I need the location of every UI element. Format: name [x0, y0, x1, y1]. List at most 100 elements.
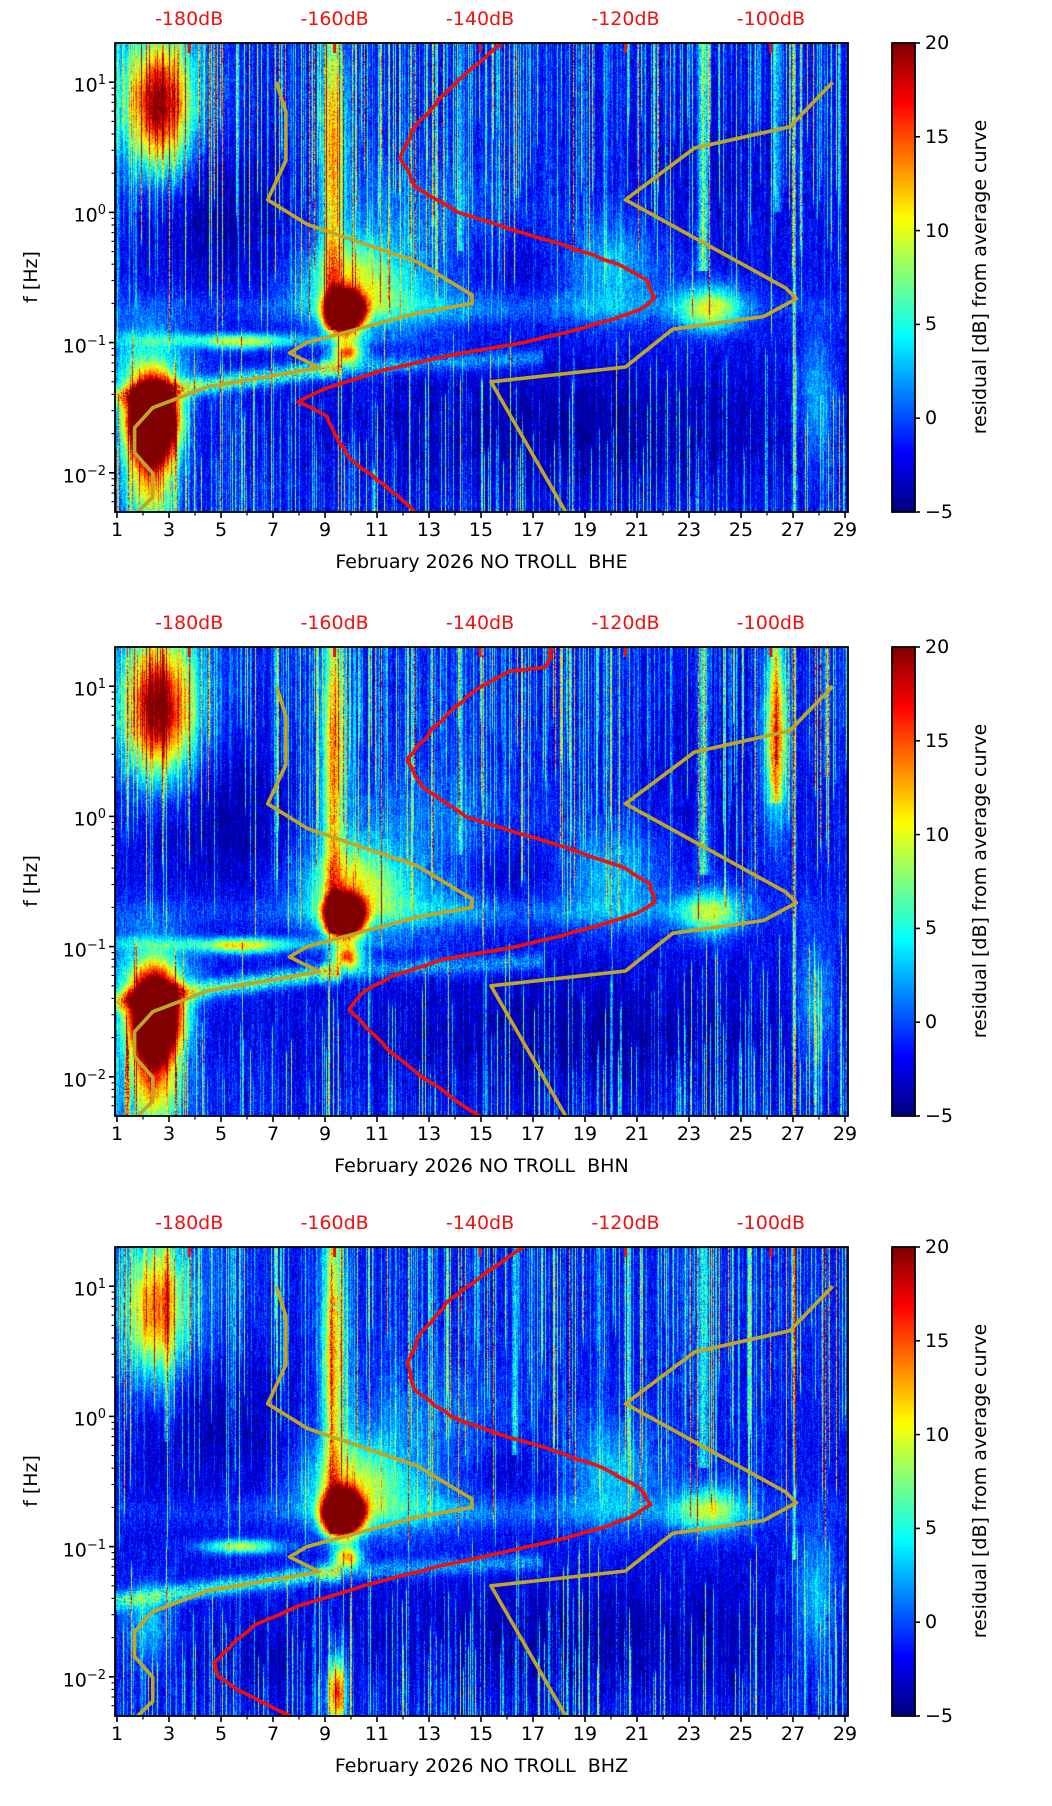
y-tick-label: 10−1	[62, 1537, 106, 1561]
x-tick-label: 29	[832, 1123, 858, 1145]
panel-title: February 2026 NO TROLL BHZ	[334, 1755, 629, 1777]
x-tick-label: 23	[676, 519, 702, 541]
top-db-label: -160dB	[300, 1212, 369, 1234]
colorbar-tick-label: −5	[925, 1705, 954, 1727]
x-tick-label: 7	[266, 1723, 280, 1745]
x-tick-label: 9	[318, 1123, 332, 1145]
x-tick-label: 19	[572, 1123, 598, 1145]
x-tick-label: 13	[416, 519, 442, 541]
top-db-label: -120dB	[591, 1212, 660, 1234]
y-tick-label: 100	[73, 807, 106, 831]
x-tick-label: 9	[318, 1723, 332, 1745]
y-tick-label: 10−1	[62, 333, 106, 357]
x-tick-label: 7	[266, 519, 280, 541]
x-tick-label: 17	[520, 1123, 546, 1145]
top-db-label: -180dB	[155, 8, 224, 30]
colorbar-label: residual [dB] from average curve	[969, 723, 991, 1039]
colorbar-tick-label: 10	[925, 1423, 950, 1446]
x-tick-label: 5	[214, 1723, 228, 1745]
colorbar-label: residual [dB] from average curve	[969, 119, 991, 435]
x-tick-label: 5	[214, 1123, 228, 1145]
x-tick-label: 17	[520, 519, 546, 541]
spectrogram-heatmap	[115, 43, 848, 512]
x-tick-label: 27	[780, 1123, 806, 1145]
top-db-label: -180dB	[155, 1212, 224, 1234]
colorbar-tick-label: 15	[925, 729, 950, 752]
x-tick-label: 1	[110, 1123, 124, 1145]
y-tick-label: 101	[73, 73, 106, 97]
colorbar-gradient	[892, 43, 915, 512]
top-db-label: -180dB	[155, 612, 224, 634]
colorbar-gradient	[892, 1247, 915, 1716]
colorbar-tick-label: 20	[925, 636, 950, 658]
x-tick-label: 23	[676, 1123, 702, 1145]
y-tick-label: 10−2	[62, 1667, 106, 1692]
y-tick-label: 100	[73, 203, 106, 227]
x-tick-label: 29	[832, 519, 858, 541]
y-axis-label: f [Hz]	[20, 855, 42, 907]
x-tick-label: 11	[364, 519, 390, 541]
y-tick-label: 101	[73, 1277, 106, 1301]
top-db-label: -140dB	[445, 612, 515, 634]
x-tick-label: 3	[162, 1723, 176, 1745]
x-tick-label: 19	[572, 519, 598, 541]
x-tick-label: 21	[624, 519, 650, 541]
x-tick-label: 3	[162, 519, 176, 541]
y-axis-label: f [Hz]	[20, 1455, 42, 1507]
top-db-label: -100dB	[736, 612, 806, 634]
y-tick-label: 100	[73, 1407, 106, 1431]
top-db-label: -160dB	[300, 8, 369, 30]
spectrogram-heatmap	[115, 1247, 848, 1716]
colorbar-tick-label: −5	[925, 501, 954, 523]
x-tick-label: 25	[728, 1123, 754, 1145]
colorbar-label: residual [dB] from average curve	[969, 1323, 991, 1639]
x-tick-label: 23	[676, 1723, 702, 1745]
spectrogram-panel-bhz: -180dB -160dB -140dB -120dB -100dB 1 3 5 7 9 11 13 1…	[0, 1204, 1052, 1806]
y-tick-label: 101	[73, 677, 106, 701]
spectrogram-panel-bhn: -180dB -160dB -140dB -120dB -100dB 1 3 5 7 9 11 13 1…	[0, 604, 1052, 1206]
x-tick-label: 25	[728, 1723, 754, 1745]
colorbar-tick-label: 10	[925, 219, 950, 242]
top-db-label: -140dB	[445, 1212, 515, 1234]
top-db-label: -100dB	[736, 8, 806, 30]
x-tick-label: 27	[780, 519, 806, 541]
x-tick-label: 13	[416, 1123, 442, 1145]
top-db-label: -120dB	[591, 8, 660, 30]
x-tick-label: 9	[318, 519, 332, 541]
top-db-label: -120dB	[591, 612, 660, 634]
colorbar-tick-label: 0	[925, 1611, 938, 1634]
y-axis-label: f [Hz]	[20, 251, 42, 303]
spectrogram-heatmap	[115, 647, 848, 1116]
spectrogram-panel-bhe: -180dB -160dB -140dB -120dB -100dB 1 3 5 7 9 11 13 1…	[0, 0, 1052, 602]
x-tick-label: 11	[364, 1723, 390, 1745]
colorbar-tick-label: 15	[925, 1329, 950, 1352]
colorbar-tick-label: 5	[925, 1517, 938, 1540]
x-tick-label: 19	[572, 1723, 598, 1745]
x-tick-label: 11	[364, 1123, 390, 1145]
colorbar-gradient	[892, 647, 915, 1116]
x-tick-label: 27	[780, 1723, 806, 1745]
colorbar-tick-label: 10	[925, 823, 950, 846]
x-tick-label: 5	[214, 519, 228, 541]
x-tick-label: 13	[416, 1723, 442, 1745]
y-tick-label: 10−1	[62, 937, 106, 961]
y-tick-label: 10−2	[62, 1067, 106, 1092]
panel-title: February 2026 NO TROLL BHE	[335, 551, 628, 573]
top-db-label: -140dB	[445, 8, 515, 30]
x-tick-label: 7	[266, 1123, 280, 1145]
x-tick-label: 1	[110, 1723, 124, 1745]
x-tick-label: 15	[468, 1123, 494, 1145]
x-tick-label: 21	[624, 1123, 650, 1145]
colorbar-tick-label: −5	[925, 1105, 954, 1127]
top-db-label: -100dB	[736, 1212, 806, 1234]
colorbar-tick-label: 20	[925, 1236, 950, 1258]
x-tick-label: 25	[728, 519, 754, 541]
colorbar-tick-label: 0	[925, 1011, 938, 1034]
colorbar-tick-label: 15	[925, 125, 950, 148]
top-db-label: -160dB	[300, 612, 369, 634]
x-tick-label: 15	[468, 1723, 494, 1745]
colorbar-tick-label: 20	[925, 32, 950, 54]
colorbar-tick-label: 5	[925, 917, 938, 940]
x-tick-label: 29	[832, 1723, 858, 1745]
